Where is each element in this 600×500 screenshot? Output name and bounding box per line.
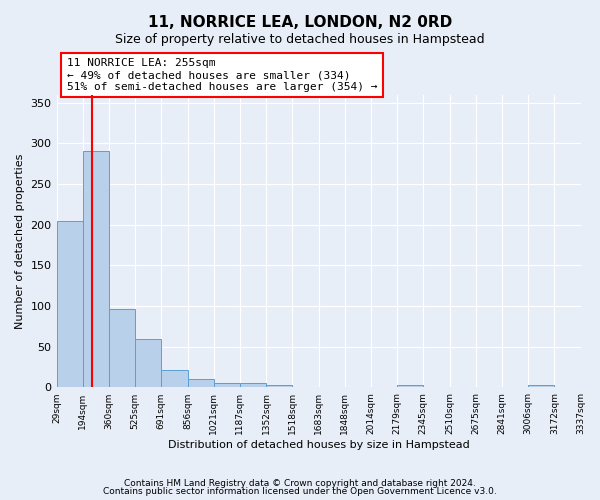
Bar xyxy=(135,338,161,388)
Bar xyxy=(214,382,240,388)
Text: 11, NORRICE LEA, LONDON, N2 0RD: 11, NORRICE LEA, LONDON, N2 0RD xyxy=(148,15,452,30)
Bar xyxy=(528,385,554,388)
Bar xyxy=(240,384,266,388)
Bar xyxy=(397,385,424,388)
Bar xyxy=(109,308,135,388)
Text: Contains public sector information licensed under the Open Government Licence v3: Contains public sector information licen… xyxy=(103,487,497,496)
Text: 11 NORRICE LEA: 255sqm
← 49% of detached houses are smaller (334)
51% of semi-de: 11 NORRICE LEA: 255sqm ← 49% of detached… xyxy=(67,58,377,92)
Text: Contains HM Land Registry data © Crown copyright and database right 2024.: Contains HM Land Registry data © Crown c… xyxy=(124,478,476,488)
Bar xyxy=(188,378,214,388)
Bar xyxy=(161,370,188,388)
Bar xyxy=(292,386,319,388)
Bar xyxy=(83,150,109,388)
Y-axis label: Number of detached properties: Number of detached properties xyxy=(15,154,25,328)
X-axis label: Distribution of detached houses by size in Hampstead: Distribution of detached houses by size … xyxy=(167,440,469,450)
Bar xyxy=(56,220,83,388)
Bar xyxy=(266,385,292,388)
Text: Size of property relative to detached houses in Hampstead: Size of property relative to detached ho… xyxy=(115,32,485,46)
